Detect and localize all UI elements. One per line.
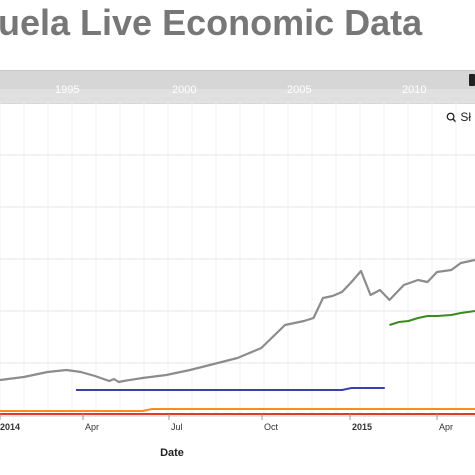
range-navigator[interactable]: 1995 2000 2005 2010 — [0, 70, 475, 104]
navigator-track[interactable] — [0, 71, 475, 89]
x-tick-label: Jul — [171, 422, 183, 432]
zoom-tool-label: Sł — [460, 110, 472, 124]
chart-grid — [0, 102, 475, 414]
series-line — [389, 310, 475, 326]
navigator-year-label: 2010 — [402, 84, 427, 96]
navigator-year-label: 2000 — [172, 84, 197, 96]
series-line — [76, 387, 385, 391]
x-tick-label: 2014 — [0, 422, 20, 432]
navigator-year-label: 2005 — [287, 84, 312, 96]
x-axis-title: Date — [160, 447, 184, 459]
x-tick-label: Apr — [439, 422, 453, 432]
x-tick-label: Oct — [264, 422, 279, 432]
series-line — [0, 408, 475, 412]
navigator-year-label: 1995 — [55, 84, 80, 96]
page-title: uela Live Economic Data — [0, 2, 423, 43]
x-axis-ticks: 2014 Apr Jul Oct 2015 Apr — [0, 414, 475, 432]
x-tick-label: Apr — [85, 422, 99, 432]
series-line — [0, 258, 475, 384]
chart-series — [0, 258, 475, 415]
navigator-handle[interactable] — [469, 74, 475, 86]
x-tick-label: 2015 — [352, 422, 372, 432]
